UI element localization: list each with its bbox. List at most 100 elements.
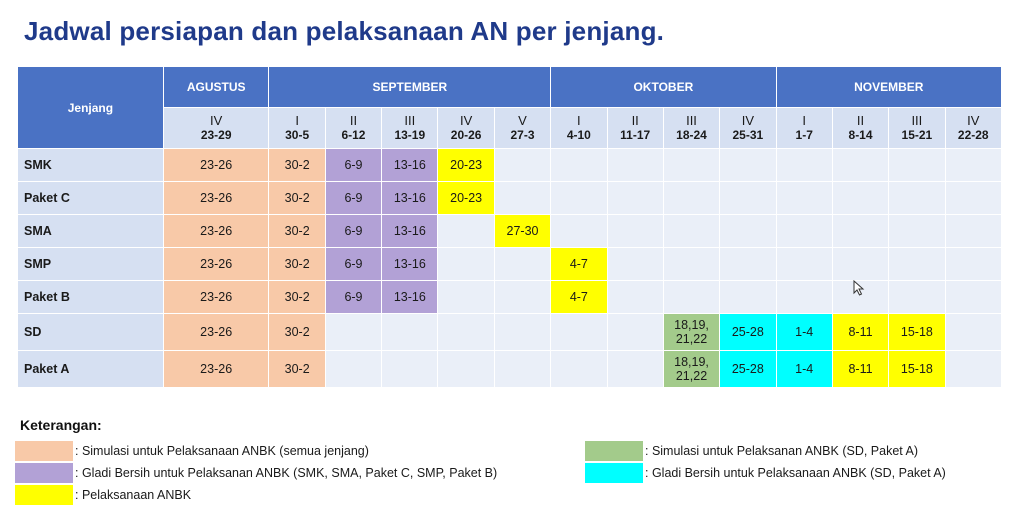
schedule-cell [493, 350, 552, 388]
week-roman: IV [210, 113, 223, 128]
table-row: SMK 23-26 30-2 6-9 13-16 20-23 [17, 148, 1003, 182]
schedule-cell [888, 214, 946, 248]
schedule-cell [493, 181, 552, 215]
legend-item-gladi-bersih-sd: : Gladi Bersih untuk Pelaksanaan ANBK (S… [585, 463, 946, 483]
legend-label: : Gladi Bersih untuk Pelaksanan ANBK (SM… [75, 466, 498, 480]
schedule-cell [437, 280, 495, 314]
schedule-cell: 13-16 [381, 181, 439, 215]
legend-title: Keterangan: [20, 417, 102, 433]
row-label: SD [17, 313, 164, 351]
schedule-cell [831, 148, 890, 182]
week-dates: 11-17 [620, 128, 651, 142]
table-row: SD 23-26 30-2 18,19, 21,22 25-28 1-4 8-11 15-18 [17, 313, 1003, 351]
schedule-cell [606, 280, 664, 314]
schedule-cell [775, 148, 833, 182]
schedule-cell [888, 148, 946, 182]
schedule-cell: 25-28 [719, 350, 777, 388]
schedule-cell [888, 247, 946, 281]
schedule-cell: 30-2 [268, 350, 326, 388]
schedule-cell [831, 247, 890, 281]
table-row: SMA 23-26 30-2 6-9 13-16 27-30 [17, 214, 1003, 248]
row-label: SMP [17, 247, 164, 281]
row-label: Paket B [17, 280, 164, 314]
week-roman: IV [459, 113, 473, 128]
schedule-cell: 23-26 [162, 181, 270, 215]
schedule-cell: 23-26 [162, 148, 270, 182]
schedule-cell: 6-9 [324, 148, 383, 182]
week-header: I 4-10 [550, 107, 608, 149]
schedule-cell [944, 214, 1003, 248]
schedule-cell [550, 181, 608, 215]
month-header: SEPTEMBER [268, 66, 552, 108]
schedule-cell [493, 280, 552, 314]
schedule-cell: 30-2 [268, 313, 326, 351]
schedule-cell [719, 148, 777, 182]
schedule-cell [944, 148, 1003, 182]
week-roman: IV [741, 113, 754, 128]
table-row: SMP 23-26 30-2 6-9 13-16 4-7 [17, 247, 1003, 281]
mouse-cursor-icon [853, 280, 865, 296]
schedule-cell: 13-16 [381, 148, 439, 182]
week-roman: II [349, 113, 358, 128]
schedule-cell: 23-26 [162, 313, 270, 351]
schedule-cell [324, 313, 383, 351]
schedule-cell [550, 148, 608, 182]
schedule-cell: 4-7 [550, 247, 608, 281]
week-header: I 30-5 [268, 107, 326, 149]
row-label: SMK [17, 148, 164, 182]
week-header: IV 20-26 [437, 107, 495, 149]
legend-item-pelaksanaan: : Pelaksanaan ANBK [15, 485, 191, 505]
schedule-cell: 23-26 [162, 280, 270, 314]
week-dates: 30-5 [285, 128, 310, 142]
schedule-cell [493, 313, 552, 351]
schedule-cell [775, 247, 833, 281]
week-header: V 27-3 [493, 107, 552, 149]
legend-swatch [585, 463, 643, 483]
week-header: II 11-17 [606, 107, 664, 149]
schedule-cell [831, 214, 890, 248]
schedule-cell [437, 214, 495, 248]
schedule-cell [719, 247, 777, 281]
schedule-cell [775, 181, 833, 215]
page-title: Jadwal persiapan dan pelaksanaan AN per … [24, 16, 665, 46]
schedule-cell [662, 247, 721, 281]
table-row: Paket C 23-26 30-2 6-9 13-16 20-23 [17, 181, 1003, 215]
legend-label: : Pelaksanaan ANBK [75, 488, 192, 502]
schedule-cell [831, 280, 890, 314]
schedule-cell: 27-30 [493, 214, 552, 248]
legend-swatch [15, 463, 73, 483]
week-header: II 8-14 [831, 107, 890, 149]
week-dates: 6-12 [341, 128, 366, 142]
jenjang-header: Jenjang [17, 66, 164, 149]
table-row: Paket A 23-26 30-2 18,19, 21,22 25-28 1-4 8-11… [17, 350, 1003, 388]
week-dates: 18-24 [676, 128, 707, 142]
legend-item-simulasi: : Simulasi untuk Pelaksanaan ANBK (semua… [15, 441, 369, 461]
schedule-cell: 6-9 [324, 280, 383, 314]
legend-item-simulasi-sd: : Simulasi untuk Pelaksanan ANBK (SD, Pa… [585, 441, 918, 461]
legend-label: : Simulasi untuk Pelaksanaan ANBK (semua… [75, 444, 369, 458]
schedule-cell [775, 214, 833, 248]
schedule-cell: 30-2 [268, 247, 326, 281]
legend-label: : Simulasi untuk Pelaksanan ANBK (SD, Pa… [645, 444, 919, 458]
schedule-table: Jenjang AGUSTUS SEPTEMBER OKTOBER NOVEMBER … [17, 66, 1003, 388]
schedule-cell [437, 247, 495, 281]
week-roman: III [404, 113, 416, 128]
schedule-cell [606, 313, 664, 351]
schedule-cell [606, 148, 664, 182]
schedule-cell: 30-2 [268, 280, 326, 314]
schedule-cell: 15-18 [888, 313, 946, 351]
week-roman: III [686, 113, 697, 128]
schedule-cell [437, 350, 495, 388]
schedule-cell [606, 181, 664, 215]
schedule-cell [775, 280, 833, 314]
schedule-cell [662, 214, 721, 248]
week-roman: II [856, 113, 865, 128]
schedule-cell: 18,19, 21,22 [662, 313, 721, 351]
schedule-cell [493, 247, 552, 281]
schedule-cell: 30-2 [268, 181, 326, 215]
schedule-cell: 25-28 [719, 313, 777, 351]
week-dates: 15-21 [901, 128, 933, 142]
schedule-cell [662, 280, 721, 314]
schedule-cell [831, 181, 890, 215]
schedule-cell [944, 181, 1003, 215]
